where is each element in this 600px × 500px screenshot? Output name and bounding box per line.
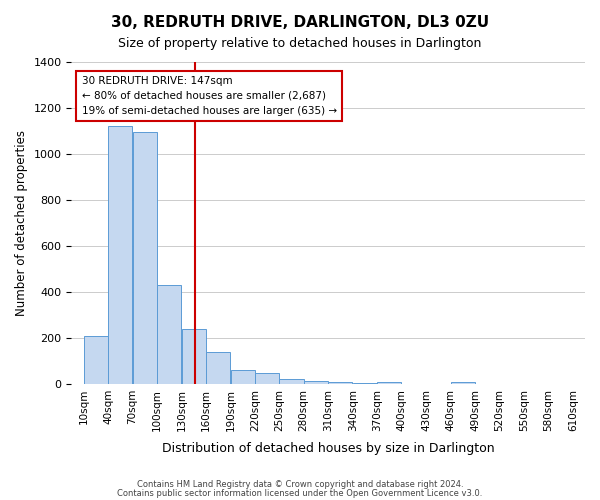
Bar [328,382,352,384]
Bar [304,380,328,384]
Bar [157,285,181,384]
Bar [230,370,254,384]
X-axis label: Distribution of detached houses by size in Darlington: Distribution of detached houses by size … [162,442,494,455]
Y-axis label: Number of detached properties: Number of detached properties [15,130,28,316]
Text: 30 REDRUTH DRIVE: 147sqm
← 80% of detached houses are smaller (2,687)
19% of sem: 30 REDRUTH DRIVE: 147sqm ← 80% of detach… [82,76,337,116]
Bar [451,382,475,384]
Bar [377,382,401,384]
Bar [353,383,377,384]
Bar [84,336,108,384]
Bar [182,328,206,384]
Text: 30, REDRUTH DRIVE, DARLINGTON, DL3 0ZU: 30, REDRUTH DRIVE, DARLINGTON, DL3 0ZU [111,15,489,30]
Bar [255,373,279,384]
Bar [108,126,133,384]
Text: Contains HM Land Registry data © Crown copyright and database right 2024.: Contains HM Land Registry data © Crown c… [137,480,463,489]
Bar [206,352,230,384]
Text: Size of property relative to detached houses in Darlington: Size of property relative to detached ho… [118,38,482,51]
Bar [133,132,157,384]
Bar [280,379,304,384]
Text: Contains public sector information licensed under the Open Government Licence v3: Contains public sector information licen… [118,488,482,498]
